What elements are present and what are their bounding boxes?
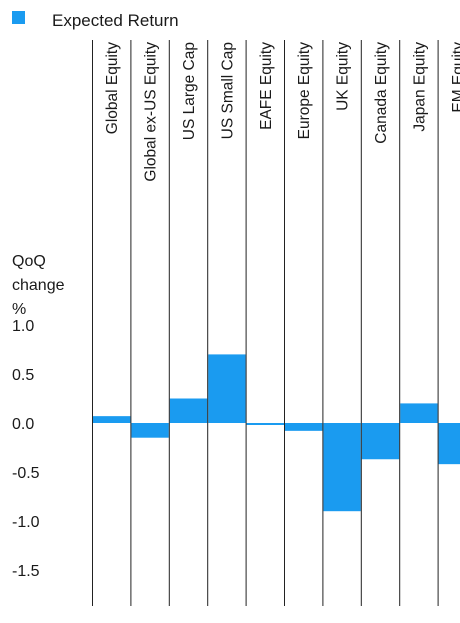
bar-japan-equity bbox=[400, 403, 438, 423]
category-label: Europe Equity bbox=[296, 42, 313, 140]
bar-global-ex-us-equity bbox=[131, 423, 169, 438]
y-tick-label: -0.5 bbox=[12, 465, 40, 482]
y-axis-label-line-2: change bbox=[12, 277, 65, 294]
bar-us-small-cap bbox=[208, 354, 246, 423]
category-label: Canada Equity bbox=[373, 42, 390, 144]
bar-uk-equity bbox=[323, 423, 361, 512]
category-label: UK Equity bbox=[335, 42, 352, 111]
bar-global-equity bbox=[93, 416, 131, 423]
y-tick-label: 0.0 bbox=[12, 416, 34, 433]
bar-us-large-cap bbox=[169, 398, 208, 423]
category-label: EM Equity bbox=[450, 42, 460, 113]
y-tick-label: 0.5 bbox=[12, 367, 34, 384]
y-tick-label: -1.0 bbox=[12, 514, 40, 531]
bar-canada-equity bbox=[361, 423, 400, 460]
category-label: Global ex-US Equity bbox=[143, 42, 160, 182]
column-dividers bbox=[92, 40, 439, 606]
y-tick-label: 1.0 bbox=[12, 318, 34, 335]
category-label: Japan Equity bbox=[411, 42, 428, 132]
category-label: EAFE Equity bbox=[258, 42, 275, 130]
y-axis-ticks: 1.0 0.5 0.0 -0.5 -1.0 -1.5 bbox=[12, 318, 40, 580]
category-label: US Small Cap bbox=[219, 42, 236, 139]
y-tick-label: -1.5 bbox=[12, 563, 40, 580]
category-label: US Large Cap bbox=[181, 42, 198, 140]
bar-em-equity bbox=[438, 423, 460, 465]
category-labels: Global Equity Global ex-US Equity US Large… bbox=[104, 42, 460, 182]
bar-eafe-equity bbox=[246, 423, 284, 425]
y-axis-label-line-3: % bbox=[12, 301, 26, 318]
bars bbox=[93, 354, 460, 512]
legend-label: Expected Return bbox=[52, 11, 179, 30]
category-label: Global Equity bbox=[104, 42, 121, 134]
legend-swatch bbox=[12, 11, 25, 24]
y-axis-label-line-1: QoQ bbox=[12, 253, 46, 270]
bar-europe-equity bbox=[285, 423, 323, 431]
